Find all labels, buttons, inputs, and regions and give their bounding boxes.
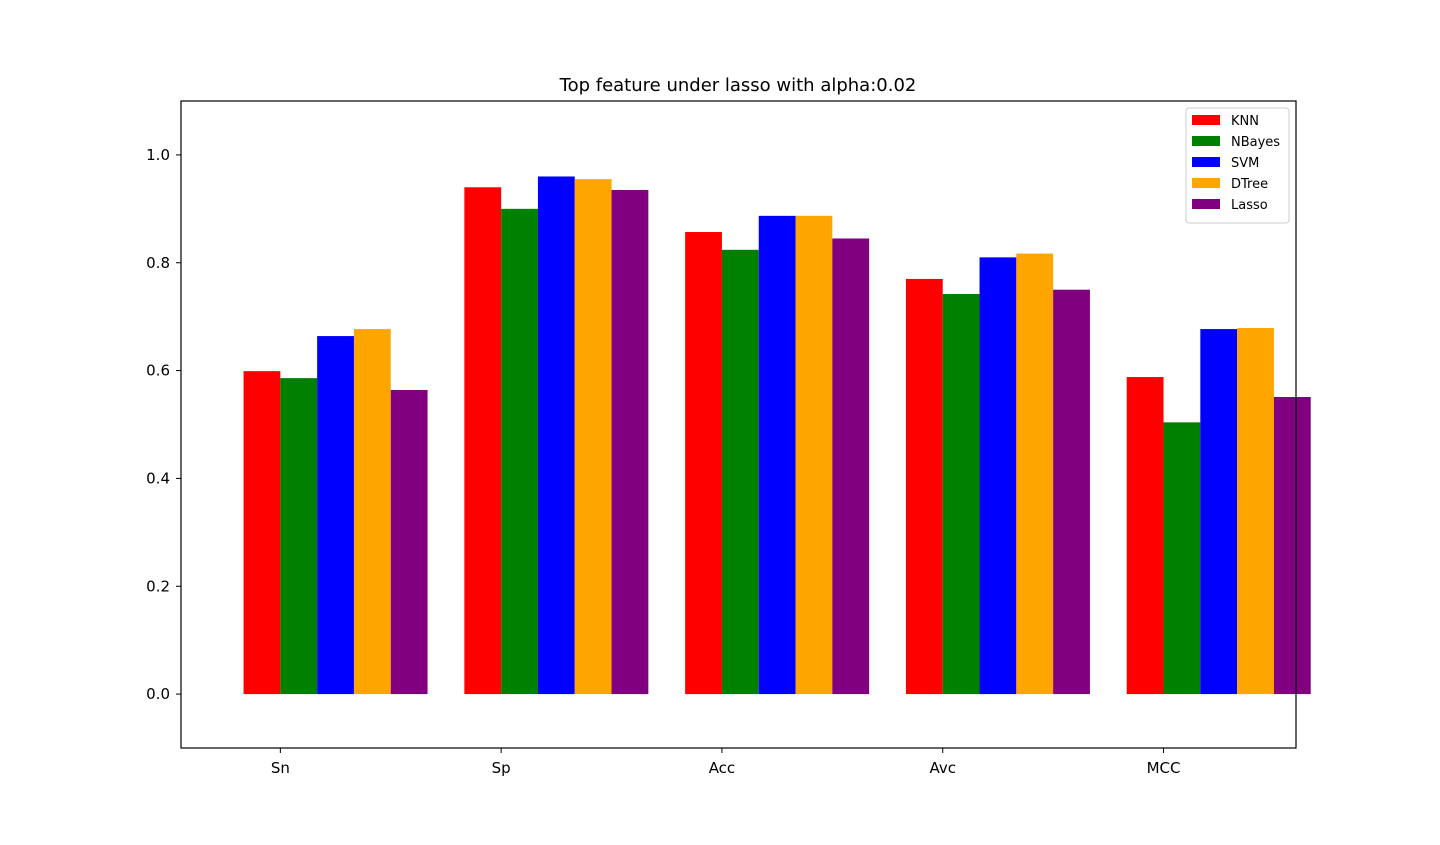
- bar-knn-sn: [243, 371, 281, 695]
- legend-swatch-dtree: [1192, 178, 1220, 188]
- bar-lasso-sp: [611, 189, 649, 695]
- x-tick-label-acc: Acc: [709, 759, 736, 777]
- bars-layer: [243, 176, 1311, 695]
- x-tick-label-mcc: MCC: [1147, 759, 1181, 777]
- bar-nbayes-acc: [721, 249, 759, 695]
- bar-svm-sp: [537, 176, 575, 695]
- x-axis: Sn Sp Acc Avc MCC: [271, 748, 1181, 777]
- bar-nbayes-sp: [501, 208, 538, 695]
- y-axis: 0.0 0.2 0.4 0.6 0.8 1.0: [146, 146, 181, 703]
- legend-label-lasso: Lasso: [1231, 198, 1268, 213]
- bar-lasso-acc: [832, 238, 870, 695]
- y-tick-label: 0.0: [146, 685, 170, 703]
- legend-label-svm: SVM: [1231, 156, 1259, 171]
- y-tick-label: 0.6: [146, 362, 170, 380]
- chart-title: Top feature under lasso with alpha:0.02: [559, 75, 917, 96]
- legend-swatch-lasso: [1192, 199, 1220, 209]
- x-tick-label-sn: Sn: [271, 759, 290, 777]
- bar-knn-sp: [464, 187, 502, 695]
- legend-label-knn: KNN: [1231, 114, 1259, 129]
- bar-knn-acc: [685, 232, 722, 695]
- bar-svm-sn: [317, 336, 354, 695]
- bar-lasso-avc: [1053, 289, 1090, 695]
- bar-knn-mcc: [1126, 377, 1164, 695]
- bar-nbayes-avc: [942, 294, 980, 695]
- legend-label-dtree: DTree: [1231, 177, 1268, 192]
- bar-lasso-sn: [390, 389, 428, 695]
- y-tick-label: 1.0: [146, 146, 170, 164]
- legend-label-nbayes: NBayes: [1231, 135, 1280, 150]
- bar-lasso-mcc: [1273, 397, 1311, 695]
- bar-dtree-sn: [353, 329, 391, 695]
- bar-dtree-sp: [574, 179, 612, 695]
- x-tick-label-avc: Avc: [929, 759, 956, 777]
- plot-frame: [180, 100, 1297, 749]
- bar-knn-avc: [905, 278, 943, 695]
- legend-swatch-knn: [1192, 115, 1220, 125]
- x-tick-label-sp: Sp: [492, 759, 511, 777]
- legend: KNN NBayes SVM DTree Lasso: [1185, 107, 1290, 224]
- bar-dtree-mcc: [1237, 327, 1274, 695]
- bar-dtree-avc: [1016, 253, 1054, 695]
- bar-svm-acc: [758, 215, 796, 695]
- bar-svm-avc: [979, 257, 1017, 695]
- bar-dtree-acc: [795, 215, 833, 695]
- y-tick-label: 0.4: [146, 469, 170, 487]
- bar-nbayes-sn: [280, 378, 318, 695]
- bar-svm-mcc: [1200, 329, 1238, 695]
- y-tick-label: 0.8: [146, 254, 170, 272]
- legend-swatch-svm: [1192, 157, 1220, 167]
- y-tick-label: 0.2: [146, 577, 170, 595]
- bar-nbayes-mcc: [1163, 422, 1201, 695]
- legend-swatch-nbayes: [1192, 136, 1220, 146]
